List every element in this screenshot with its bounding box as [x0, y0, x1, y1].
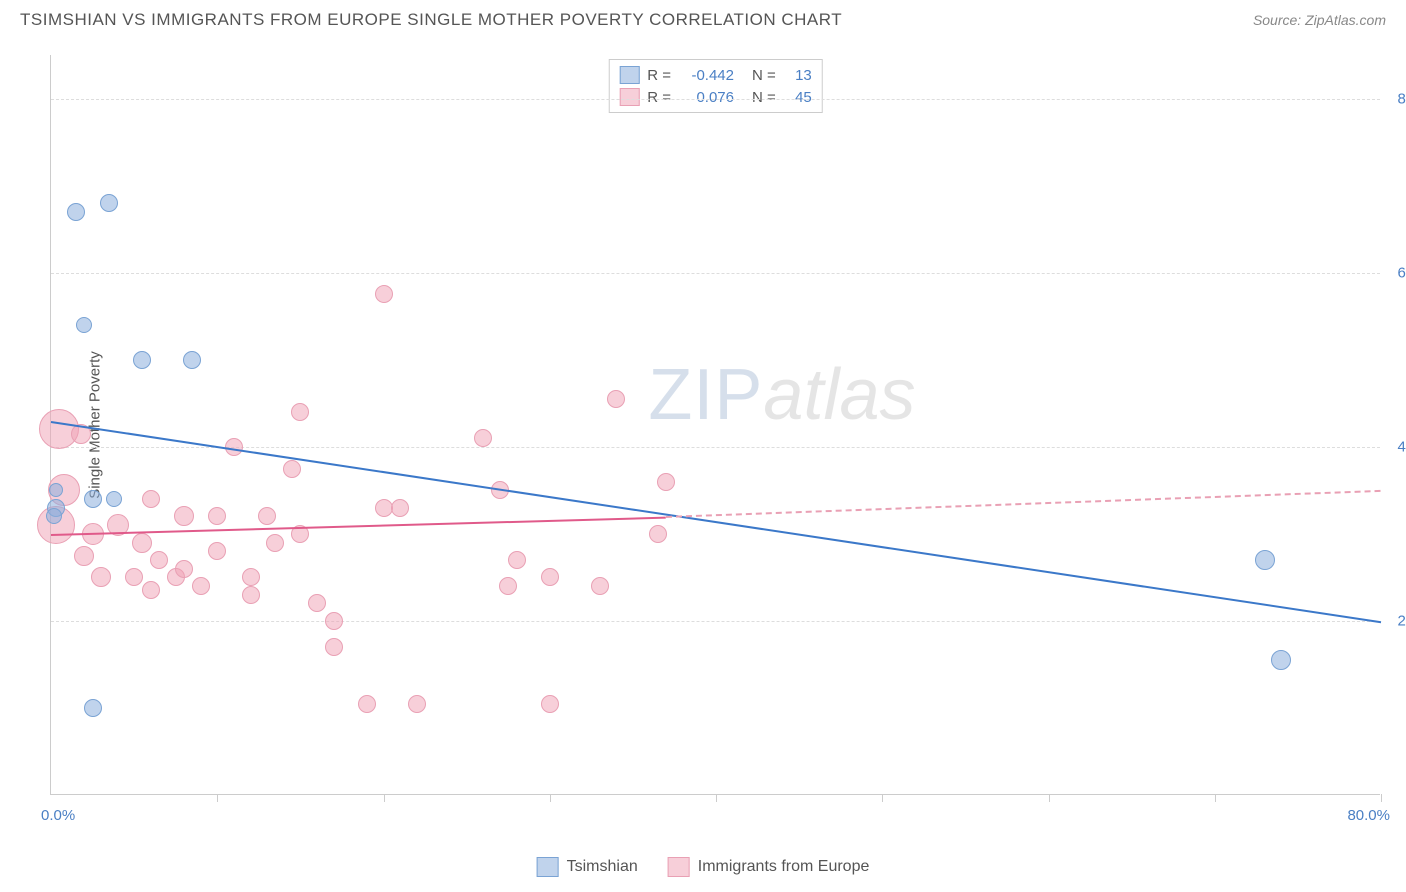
legend-label: Immigrants from Europe: [698, 858, 870, 876]
stats-r-label: R =: [647, 89, 671, 106]
stats-row: R = 0.076 N = 45: [619, 86, 812, 108]
bubble-series-b: [657, 473, 675, 491]
stats-legend-box: R = -0.442 N = 13 R = 0.076 N = 45: [608, 59, 823, 113]
grid-line: [51, 447, 1380, 448]
legend-item: Immigrants from Europe: [668, 857, 870, 877]
x-label-left: 0.0%: [41, 807, 75, 824]
y-tick-label: 20.0%: [1397, 612, 1406, 629]
watermark-zip: ZIP: [648, 355, 763, 435]
legend-label: Tsimshian: [567, 858, 638, 876]
bubble-series-a: [84, 699, 102, 717]
bubble-series-b: [541, 695, 559, 713]
y-tick-label: 40.0%: [1397, 438, 1406, 455]
x-tick: [1215, 794, 1216, 802]
bubble-series-b: [208, 507, 226, 525]
bubble-series-a: [49, 483, 63, 497]
bubble-series-b: [375, 285, 393, 303]
bubble-series-b: [474, 429, 492, 447]
bubble-series-b: [266, 534, 284, 552]
x-tick: [1381, 794, 1382, 802]
bubble-series-a: [76, 317, 92, 333]
trend-line-b-solid: [51, 516, 666, 535]
stats-n-value: 45: [784, 89, 812, 106]
stats-n-label: N =: [752, 89, 776, 106]
legend-swatch: [537, 857, 559, 877]
chart-title: TSIMSHIAN VS IMMIGRANTS FROM EUROPE SING…: [20, 10, 842, 30]
watermark: ZIPatlas: [648, 354, 915, 436]
stats-r-value: 0.076: [679, 89, 734, 106]
x-tick: [716, 794, 717, 802]
stats-n-label: N =: [752, 67, 776, 84]
bubble-series-b: [242, 568, 260, 586]
bubble-series-b: [508, 551, 526, 569]
bubble-series-b: [283, 460, 301, 478]
bubble-series-b: [150, 551, 168, 569]
bubble-series-b: [142, 581, 160, 599]
stats-r-value: -0.442: [679, 67, 734, 84]
bubble-series-b: [175, 560, 193, 578]
stats-r-label: R =: [647, 67, 671, 84]
bubble-series-b: [192, 577, 210, 595]
bubble-series-b: [74, 546, 94, 566]
bubble-series-b: [242, 586, 260, 604]
y-axis-label: Single Mother Poverty: [86, 351, 103, 499]
x-label-right: 80.0%: [1347, 807, 1390, 824]
series-legend: Tsimshian Immigrants from Europe: [537, 857, 870, 877]
watermark-atlas: atlas: [763, 355, 915, 435]
x-tick: [1049, 794, 1050, 802]
chart-header: TSIMSHIAN VS IMMIGRANTS FROM EUROPE SING…: [0, 0, 1406, 38]
bubble-series-a: [100, 194, 118, 212]
bubble-series-b: [142, 490, 160, 508]
bubble-series-b: [132, 533, 152, 553]
bubble-series-b: [408, 695, 426, 713]
bubble-series-b: [391, 499, 409, 517]
stats-swatch: [619, 66, 639, 84]
bubble-series-a: [133, 351, 151, 369]
bubble-series-b: [541, 568, 559, 586]
legend-swatch: [668, 857, 690, 877]
bubble-series-a: [67, 203, 85, 221]
chart-plot-area: Single Mother Poverty ZIPatlas R = -0.442…: [50, 55, 1380, 795]
bubble-series-b: [258, 507, 276, 525]
chart-source: Source: ZipAtlas.com: [1253, 12, 1386, 28]
bubble-series-a: [1255, 550, 1275, 570]
bubble-series-a: [46, 508, 62, 524]
stats-row: R = -0.442 N = 13: [619, 64, 812, 86]
bubble-series-b: [607, 390, 625, 408]
bubble-series-b: [375, 499, 393, 517]
stats-swatch: [619, 88, 639, 106]
grid-line: [51, 99, 1380, 100]
bubble-series-b: [325, 638, 343, 656]
x-tick: [882, 794, 883, 802]
x-tick: [384, 794, 385, 802]
legend-item: Tsimshian: [537, 857, 638, 877]
y-tick-label: 60.0%: [1397, 264, 1406, 281]
bubble-series-b: [499, 577, 517, 595]
bubble-series-a: [106, 491, 122, 507]
trend-line-b-dashed: [666, 490, 1381, 518]
bubble-series-b: [358, 695, 376, 713]
bubble-series-a: [1271, 650, 1291, 670]
x-tick: [217, 794, 218, 802]
stats-n-value: 13: [784, 67, 812, 84]
bubble-series-b: [308, 594, 326, 612]
bubble-series-b: [208, 542, 226, 560]
bubble-series-b: [325, 612, 343, 630]
bubble-series-b: [174, 506, 194, 526]
bubble-series-b: [91, 567, 111, 587]
x-tick: [550, 794, 551, 802]
bubble-series-b: [649, 525, 667, 543]
grid-line: [51, 273, 1380, 274]
bubble-series-b: [591, 577, 609, 595]
grid-line: [51, 621, 1380, 622]
bubble-series-b: [291, 403, 309, 421]
y-tick-label: 80.0%: [1397, 90, 1406, 107]
bubble-series-b: [125, 568, 143, 586]
bubble-series-a: [183, 351, 201, 369]
bubble-series-a: [84, 490, 102, 508]
